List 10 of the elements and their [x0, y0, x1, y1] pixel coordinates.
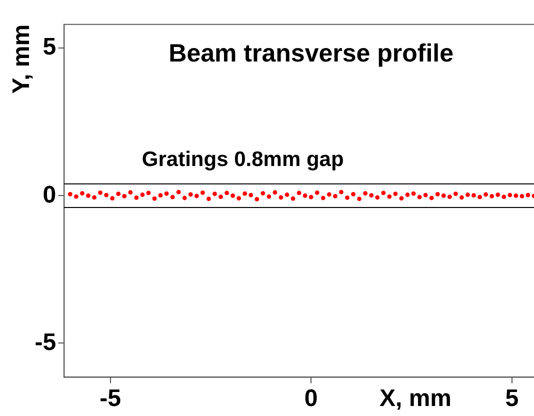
y-tick-label: 5	[42, 34, 56, 61]
x-tick-label: 0	[304, 385, 318, 412]
y-axis-title: Y, mm	[8, 24, 36, 94]
x-tick-label: 5	[505, 385, 519, 412]
y-tick-label: -5	[34, 328, 56, 356]
text: Beam transverse profile	[168, 39, 454, 68]
x-tick-label: -5	[100, 385, 121, 412]
y-tick-label: 0	[42, 181, 56, 208]
x-axis-title: X, mm	[380, 384, 452, 412]
annotation: Gratings 0.8mm gap	[142, 148, 344, 172]
